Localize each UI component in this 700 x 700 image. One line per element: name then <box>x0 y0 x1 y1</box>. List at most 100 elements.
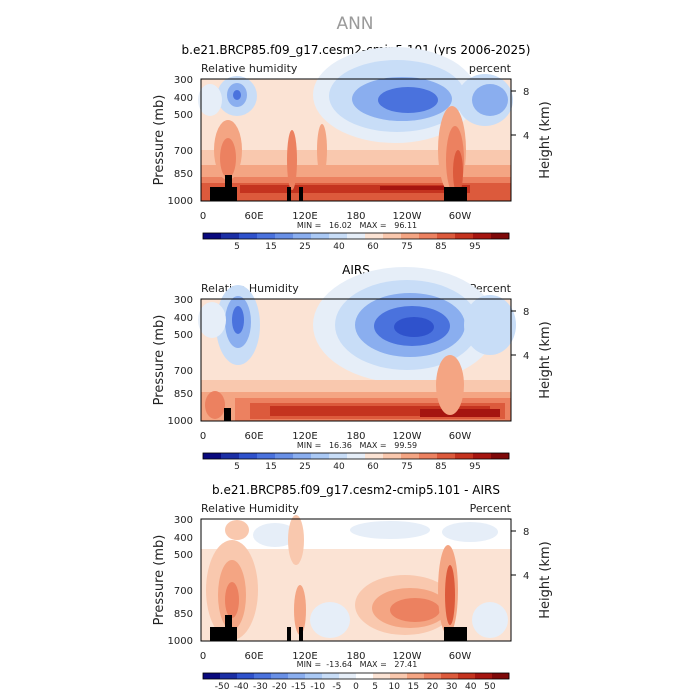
panel-3-xtick-label: 120W <box>393 651 422 662</box>
colorbar-swatch <box>275 233 294 239</box>
colorbar-swatch <box>455 453 474 459</box>
panel-3-variable-label: Relative Humidity <box>201 502 299 515</box>
colorbar-swatch <box>492 673 510 679</box>
colorbar-swatch <box>311 453 330 459</box>
panel-1-ytick-label: 300 <box>174 75 193 86</box>
colorbar-swatch <box>373 673 391 679</box>
panel-2-frame <box>200 298 512 422</box>
colorbar-swatch <box>254 673 272 679</box>
colorbar-swatch <box>203 673 221 679</box>
panel-3-terrain-5 <box>444 627 467 641</box>
panel-1-contour-red-11 <box>453 150 463 194</box>
colorbar-swatch <box>455 233 474 239</box>
panel-1-units-label: percent <box>469 62 512 75</box>
colorbar-frame <box>202 452 510 460</box>
panel-3-ytick-label: 500 <box>174 550 193 561</box>
colorbar-label: 5 <box>234 462 240 472</box>
panel-1-y-ticks: 300 400 500 700 850 1000 <box>168 75 193 207</box>
panel-2-ytick-label: 700 <box>174 366 193 377</box>
colorbar-swatch <box>237 673 255 679</box>
panel-1-contour-red-8 <box>220 138 236 178</box>
panel-3-contour-red-1 <box>225 520 249 540</box>
panel-1-ytick-label: 700 <box>174 146 193 157</box>
panel-1-contour-blue-3 <box>233 90 241 100</box>
panel-3-ytick-label: 850 <box>174 609 193 620</box>
panel-1-y2tick-label: 4 <box>523 131 529 142</box>
panel-3-contour-red-2 <box>288 515 304 565</box>
colorbar-label: -50 <box>215 682 230 692</box>
panel-1-xtick-label: 60W <box>449 211 472 222</box>
colorbar-swatch <box>293 453 312 459</box>
panel-2-y2tick-label: 8 <box>523 307 529 318</box>
colorbar-label: 15 <box>408 682 419 692</box>
panel-3-terrain-1 <box>210 627 237 641</box>
colorbar-swatch <box>305 673 323 679</box>
panel-1-terrain-2 <box>225 175 232 189</box>
colorbar-label: 75 <box>401 462 412 472</box>
colorbar-label: -20 <box>272 682 287 692</box>
panel-2-y2-ticks: 8 4 <box>511 307 529 362</box>
panel-2-xtick-label: 120W <box>393 431 422 442</box>
colorbar-swatch <box>293 233 312 239</box>
colorbar-label: 40 <box>333 462 345 472</box>
panel-3-min-max: MIN = -13.64 MAX = 27.41 <box>297 660 418 669</box>
panel-3: b.e21.BRCP85.f09_g17.cesm2-cmip5.101 - A… <box>152 483 553 692</box>
colorbar-label: -40 <box>234 682 249 692</box>
colorbar-swatch <box>356 673 374 679</box>
colorbar-swatch <box>347 453 366 459</box>
colorbar-label: 95 <box>469 242 480 252</box>
panel-1-contour-red-5 <box>240 185 470 193</box>
colorbar-swatch <box>401 453 420 459</box>
colorbar-swatch <box>329 233 348 239</box>
panel-3-y2tick-label: 8 <box>523 527 529 538</box>
colorbar-swatch <box>203 233 222 239</box>
colorbar-label: 10 <box>389 682 401 692</box>
colorbar-label: 85 <box>435 462 446 472</box>
colorbar-label: 25 <box>299 462 310 472</box>
panel-2-colorbar: 5 15 25 40 60 75 85 95 <box>202 452 510 472</box>
panel-3-contour-red-11 <box>294 585 306 635</box>
panel-1-terrain-5 <box>444 187 467 201</box>
panel-2-xtick-label: 180 <box>346 431 365 442</box>
panel-3-xtick-label: 120E <box>292 651 317 662</box>
panel-3-y2label: Height (km) <box>538 541 553 618</box>
colorbar-label: 30 <box>446 682 458 692</box>
panel-1-y2-ticks: 8 4 <box>511 87 529 142</box>
panel-3-ytick-label: 300 <box>174 515 193 526</box>
colorbar-label: 40 <box>333 242 345 252</box>
colorbar-swatch <box>365 233 384 239</box>
panel-2-variable-label: Relative Humidity <box>201 282 299 295</box>
colorbar-swatch <box>365 453 384 459</box>
panel-1-ytick-label: 850 <box>174 169 193 180</box>
colorbar-swatch <box>473 233 492 239</box>
colorbar-label: 5 <box>372 682 378 692</box>
panel-2-contour-blue-8 <box>394 317 434 337</box>
panel-3-y2tick-label: 4 <box>523 571 529 582</box>
panel-1-y2tick-label: 8 <box>523 87 529 98</box>
panel-2-plot-area <box>198 267 516 422</box>
panel-1-colorbar: 5 15 25 40 60 75 85 95 <box>202 232 510 252</box>
panel-3-contour-blue-1 <box>253 523 297 547</box>
panel-1-ylabel: Pressure (mb) <box>152 95 167 186</box>
colorbar-label: 15 <box>265 462 276 472</box>
colorbar-label: 5 <box>234 242 240 252</box>
panel-2-contour-blue-9 <box>464 295 516 355</box>
colorbar-label: 20 <box>427 682 439 692</box>
panel-1-ytick-label: 400 <box>174 93 193 104</box>
colorbar-label: 15 <box>265 242 276 252</box>
colorbar-label: 60 <box>367 462 379 472</box>
panel-2-ytick-label: 400 <box>174 313 193 324</box>
colorbar-swatch <box>239 453 258 459</box>
colorbar-swatch <box>441 673 459 679</box>
colorbar-swatch <box>383 233 402 239</box>
colorbar-label: 25 <box>299 242 310 252</box>
panel-1-ytick-label: 1000 <box>168 196 193 207</box>
colorbar-label: 50 <box>484 682 496 692</box>
colorbar-swatch <box>311 233 330 239</box>
panel-3-ytick-label: 1000 <box>168 636 193 647</box>
panel-3-units-label: Percent <box>470 502 512 515</box>
panel-3-plot-area <box>200 515 512 642</box>
colorbar-swatch <box>424 673 442 679</box>
panel-2-ytick-label: 500 <box>174 330 193 341</box>
panel-1-contour-blue-10 <box>198 84 222 116</box>
